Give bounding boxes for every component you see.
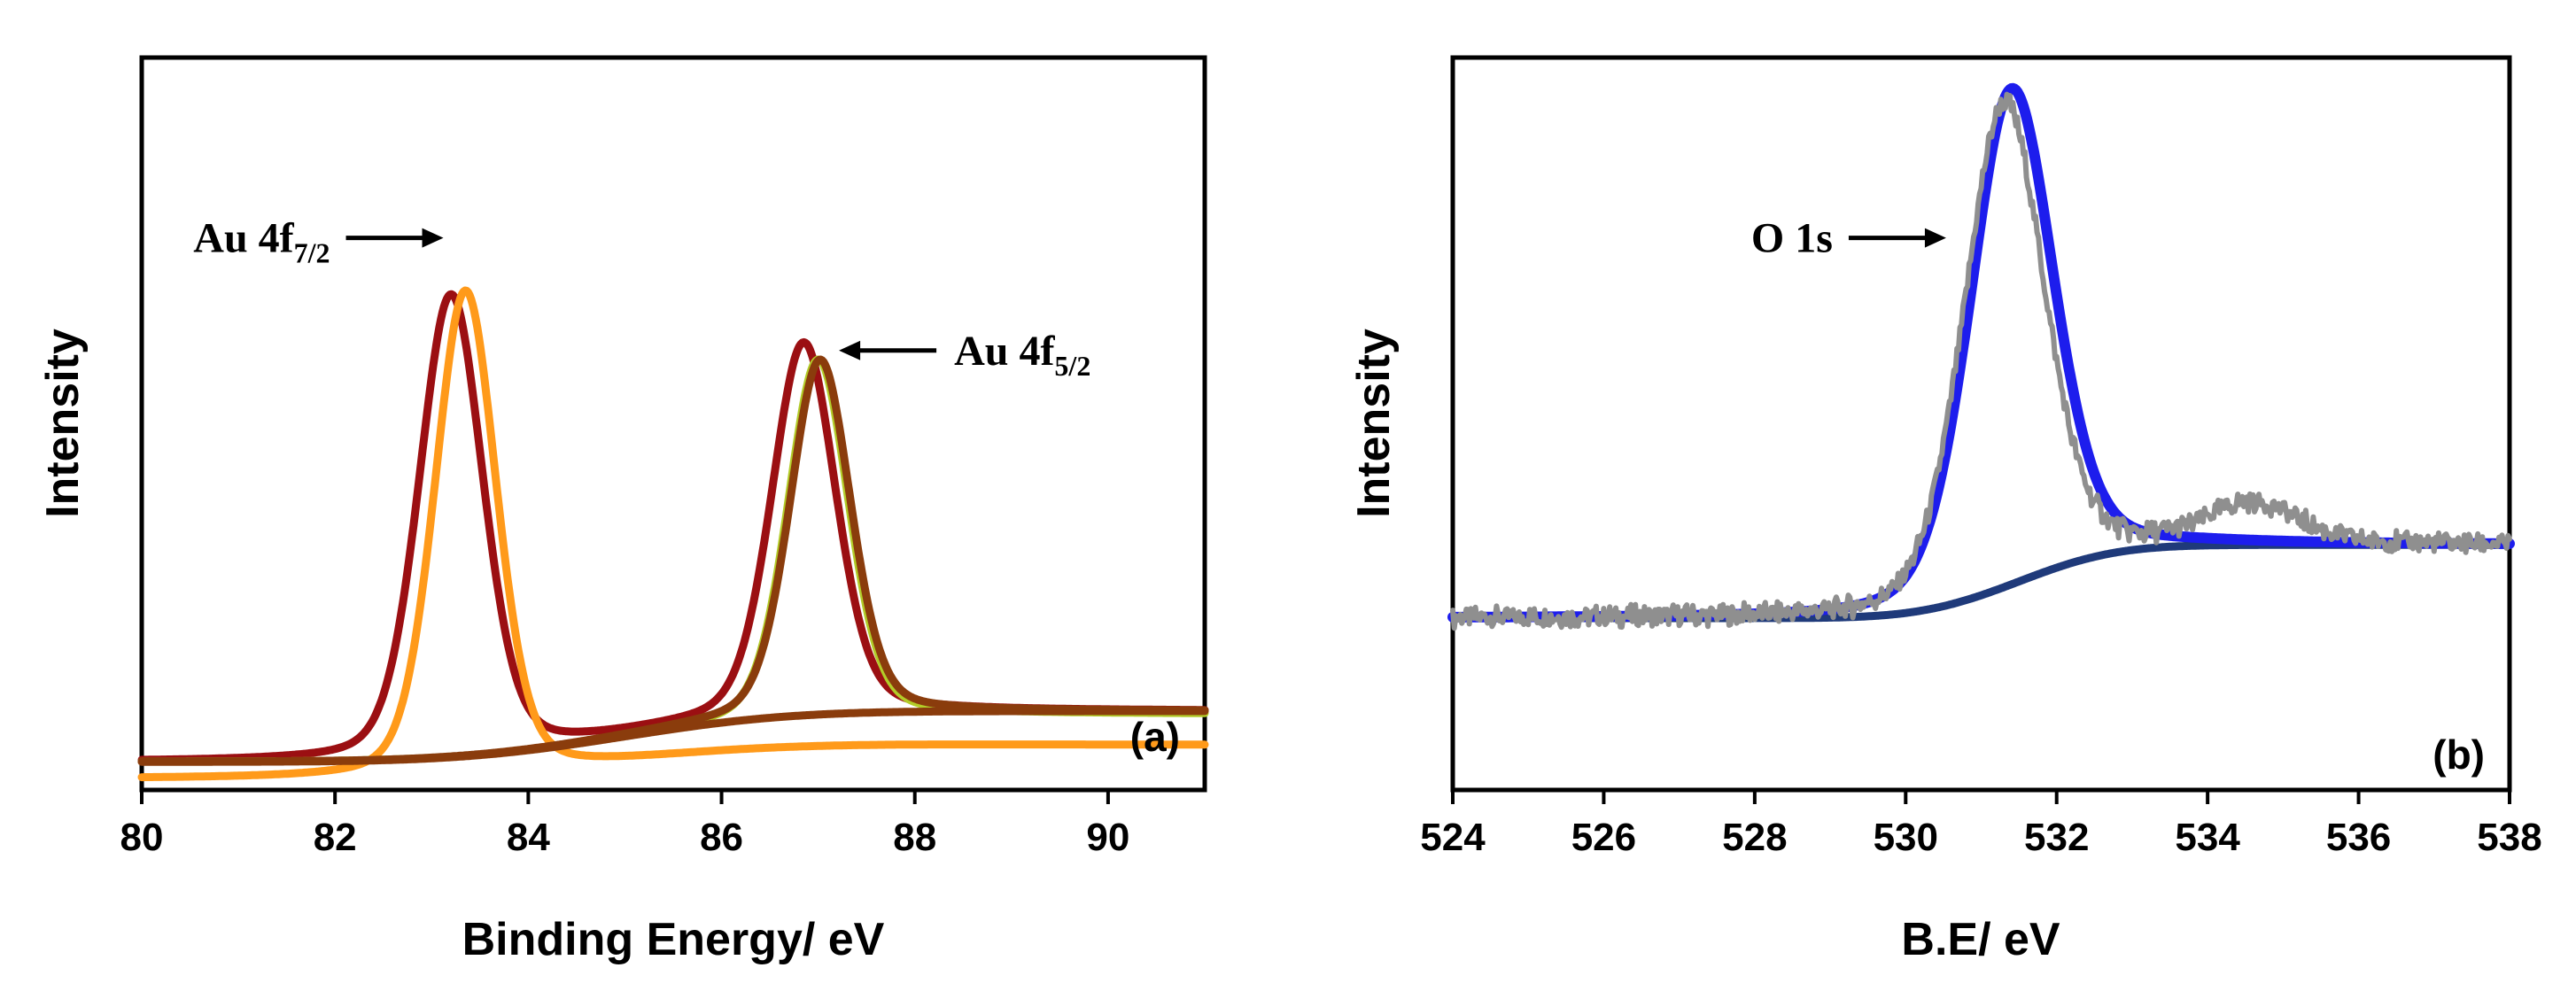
x-tick-label: 528 [1722,816,1787,859]
panel-b-plot-frame [1450,55,2512,793]
annotation-arrow-head [839,340,861,360]
series-fit-4f5-2-line [137,355,1209,766]
x-tick-label: 538 [2477,816,2541,859]
x-tick-label: 84 [507,816,550,859]
panel-a-plot-frame [139,55,1207,793]
panel-a-annotations: Au 4f7/2 Au 4f5/2 [193,215,1090,382]
annotation-arrow-head [422,228,444,248]
panel-a-x-axis-title: Binding Energy/ eV [462,914,885,965]
panel-b-label: (b) [2432,732,2485,778]
panel-b-series-group [1447,82,2515,631]
x-tick-label: 524 [1420,816,1486,859]
x-tick-label: 88 [893,816,936,859]
x-tick-label: 82 [314,816,357,859]
x-tick-label: 536 [2326,816,2391,859]
peak-annotation: O 1s [1751,215,1946,262]
panel-b-x-axis-title: B.E/ eV [1901,914,2060,965]
x-tick-label: 80 [120,816,164,859]
peak-annotation: Au 4f5/2 [839,328,1090,382]
peak-annotation: Au 4f7/2 [193,215,444,269]
annotation-text: O 1s [1751,215,1833,262]
panel-a-chart: 80 82 84 86 88 90 Au 4f7/2 Au 4f5/2 (a) Bindin… [37,55,1209,965]
x-tick-label: 90 [1086,816,1129,859]
panel-a-series-group [137,286,1209,782]
annotation-subscript: 5/2 [1054,350,1090,382]
panel-a-y-axis-title: Intensity [37,329,89,518]
panel-b-annotations: O 1s [1751,215,1946,262]
annotation-arrow-head [1924,228,1946,248]
x-tick-label: 532 [2024,816,2089,859]
x-tick-label: 530 [1874,816,1938,859]
annotation-subscript: 7/2 [294,237,330,269]
panel-b-y-axis-title: Intensity [1348,329,1400,518]
series-data-line [1450,91,2512,631]
annotation-text: Au 4f7/2 [193,215,330,269]
series-envelope-line [137,355,1209,766]
panel-a-x-ticks: 80 82 84 86 88 90 [120,790,1129,859]
panel-a-label: (a) [1130,714,1180,760]
annotation-text: Au 4f5/2 [954,328,1090,382]
series-background-line [137,707,1209,766]
x-tick-label: 86 [700,816,743,859]
x-tick-label: 526 [1571,816,1636,859]
panel-b-chart: 524 526 528 530 532 534 536 538 O 1s (b) B.E/ e… [1348,55,2542,965]
panel-b-x-ticks: 524 526 528 530 532 534 536 538 [1420,790,2542,859]
x-tick-label: 534 [2175,816,2240,859]
series-fit-4f7-2-line [137,286,1209,782]
